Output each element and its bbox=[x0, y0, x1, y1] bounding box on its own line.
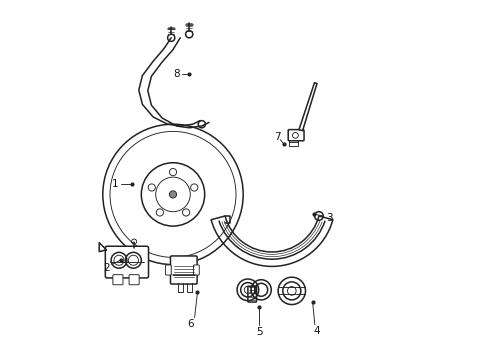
FancyBboxPatch shape bbox=[166, 265, 171, 275]
FancyBboxPatch shape bbox=[129, 275, 139, 285]
Text: 3: 3 bbox=[326, 213, 333, 223]
Text: 2: 2 bbox=[103, 263, 110, 273]
FancyBboxPatch shape bbox=[194, 265, 199, 275]
Polygon shape bbox=[299, 83, 317, 131]
Text: 5: 5 bbox=[256, 327, 263, 337]
Text: 4: 4 bbox=[314, 326, 320, 336]
FancyBboxPatch shape bbox=[105, 246, 148, 278]
Text: 1: 1 bbox=[112, 179, 119, 189]
Circle shape bbox=[170, 191, 176, 198]
FancyBboxPatch shape bbox=[248, 286, 257, 302]
FancyBboxPatch shape bbox=[113, 275, 123, 285]
Text: 7: 7 bbox=[274, 132, 281, 142]
Text: 6: 6 bbox=[188, 319, 195, 329]
FancyBboxPatch shape bbox=[171, 256, 197, 284]
FancyBboxPatch shape bbox=[288, 130, 304, 141]
Text: 8: 8 bbox=[173, 69, 180, 79]
